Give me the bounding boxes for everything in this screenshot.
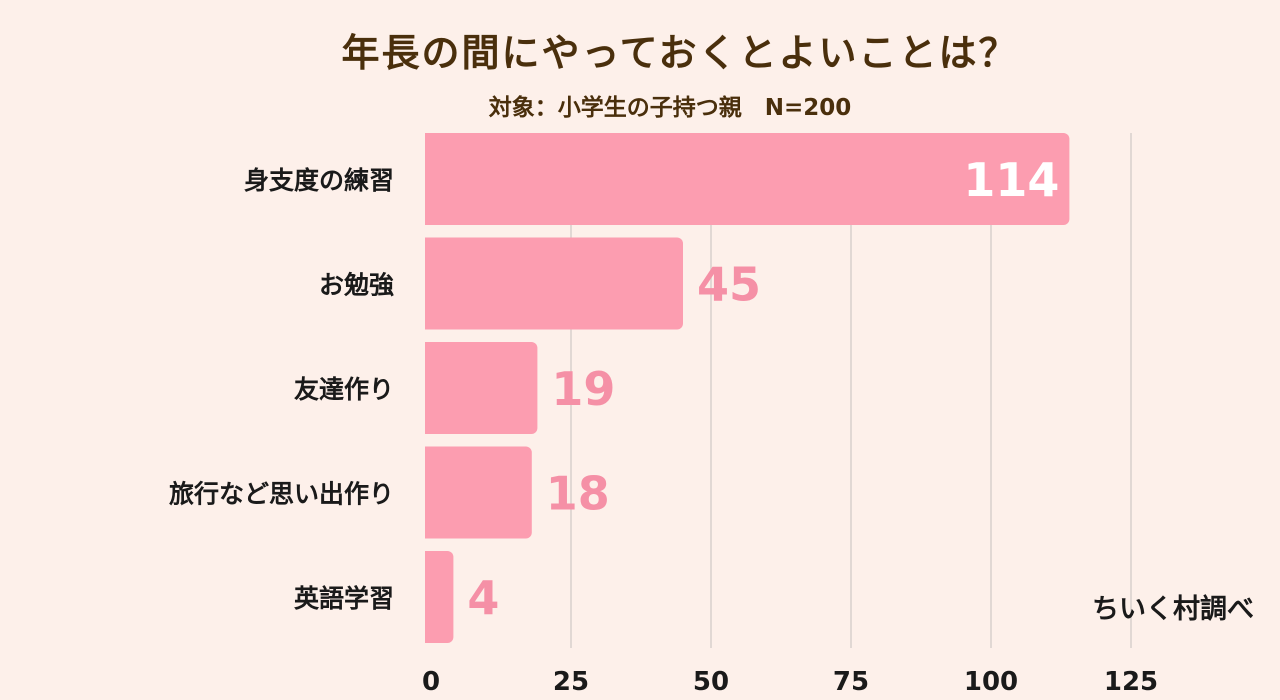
category-label: 友達作り xyxy=(294,375,394,404)
bar xyxy=(425,133,1070,225)
bar xyxy=(425,342,538,434)
value-label: 45 xyxy=(697,258,761,312)
category-label: 旅行など思い出作り xyxy=(169,480,394,509)
category-label: 英語学習 xyxy=(294,584,394,613)
bar-edge xyxy=(425,237,435,330)
x-tick-label: 125 xyxy=(1104,667,1158,697)
category-label: お勉強 xyxy=(319,271,394,300)
chart-title: 年長の間にやっておくとよいことは？ xyxy=(341,31,1019,75)
bar-edge xyxy=(425,342,435,434)
x-tick-label: 75 xyxy=(833,667,869,697)
bar-edge xyxy=(425,551,435,643)
chart-subtitle: 対象：小学生の子持つ親 N=200 xyxy=(488,95,852,121)
value-label: 114 xyxy=(963,153,1059,207)
bar xyxy=(425,446,532,539)
x-tick-label: 100 xyxy=(964,667,1018,697)
bar-edge xyxy=(425,446,435,539)
x-tick-label: 50 xyxy=(693,667,729,697)
value-label: 4 xyxy=(467,571,499,625)
bar xyxy=(425,237,683,330)
value-label: 19 xyxy=(551,362,615,416)
x-tick-label: 25 xyxy=(553,667,589,697)
category-label: 身支度の練習 xyxy=(244,166,394,195)
bar-edge xyxy=(425,133,435,225)
source-note: ちいく村調べ xyxy=(1092,594,1254,625)
x-tick-label: 0 xyxy=(422,667,440,697)
value-label: 18 xyxy=(546,467,610,521)
